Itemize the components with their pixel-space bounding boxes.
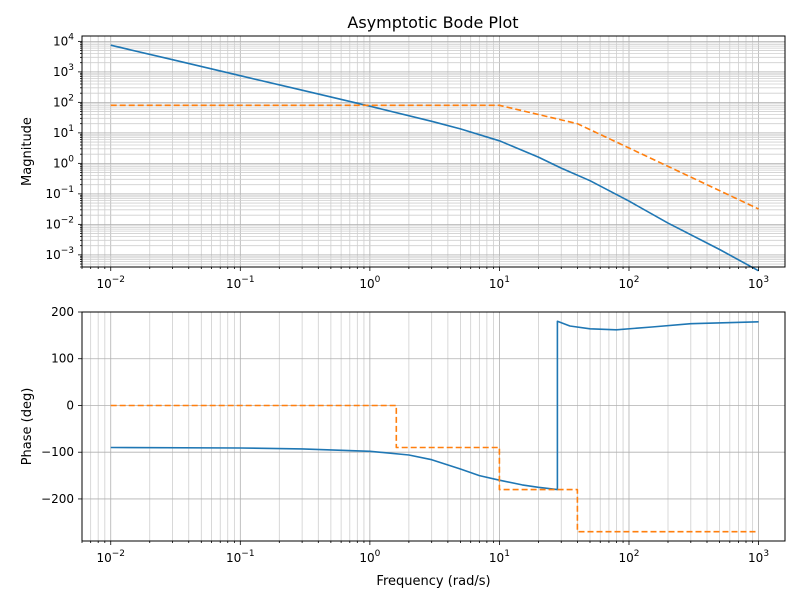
y-tick-label: 100 <box>51 352 74 366</box>
x-tick-label: 10−2 <box>96 549 125 565</box>
y-tick-label: 200 <box>51 305 74 319</box>
phase-axes-frame <box>81 311 786 542</box>
y-tick-label: 10−2 <box>45 215 74 231</box>
y-tick-label: 103 <box>53 63 74 79</box>
y-tick-label: −200 <box>41 492 74 506</box>
y-tick-label: 101 <box>53 124 74 140</box>
magnitude-y-label: Magnitude <box>20 117 35 186</box>
exact-response-line <box>110 44 759 272</box>
x-tick-label: 10−1 <box>226 549 255 565</box>
x-tick-label: 103 <box>748 549 769 565</box>
x-tick-label: 102 <box>618 549 639 565</box>
x-tick-label: 10−2 <box>96 275 125 291</box>
x-tick-label: 101 <box>489 275 510 291</box>
x-tick-label: 100 <box>359 549 380 565</box>
y-tick-label: 100 <box>53 154 74 170</box>
asymptotic-approximation-line <box>110 404 759 533</box>
phase-grid <box>81 311 785 541</box>
magnitude-series <box>110 44 759 272</box>
x-tick-label: 101 <box>489 549 510 565</box>
y-tick-label: −100 <box>41 445 74 459</box>
chart-title: Asymptotic Bode Plot <box>347 13 518 32</box>
x-tick-label: 102 <box>618 275 639 291</box>
asymptotic-approximation-line <box>110 104 759 210</box>
x-tick-label: 10−1 <box>226 275 255 291</box>
exact-response-line <box>110 320 759 491</box>
phase-ticks: 10−2 10−1 100 101 102 103 200 100 0 −100 −200 <box>41 305 769 565</box>
y-tick-label: 0 <box>66 398 74 412</box>
magnitude-ticks: 10−2 10−1 100 101 102 103 10−3 10−2 10−1 100 101 10… <box>45 32 769 291</box>
magnitude-grid <box>81 36 785 268</box>
x-tick-label: 100 <box>359 275 380 291</box>
x-axis-label: Frequency (rad/s) <box>376 574 490 589</box>
y-tick-label: 104 <box>53 32 74 48</box>
magnitude-axes-frame <box>81 35 786 268</box>
magnitude-panel: 10−2 10−1 100 101 102 103 10−3 10−2 10−1 100 101 10… <box>20 32 786 291</box>
y-tick-label: 10−3 <box>45 246 74 262</box>
phase-y-label: Phase (deg) <box>20 388 35 466</box>
y-tick-label: 10−1 <box>45 185 74 201</box>
x-tick-label: 103 <box>748 275 769 291</box>
phase-panel: 10−2 10−1 100 101 102 103 200 100 0 −100 −200 Phas… <box>20 305 786 589</box>
phase-series <box>110 320 759 533</box>
y-tick-label: 102 <box>53 93 74 109</box>
